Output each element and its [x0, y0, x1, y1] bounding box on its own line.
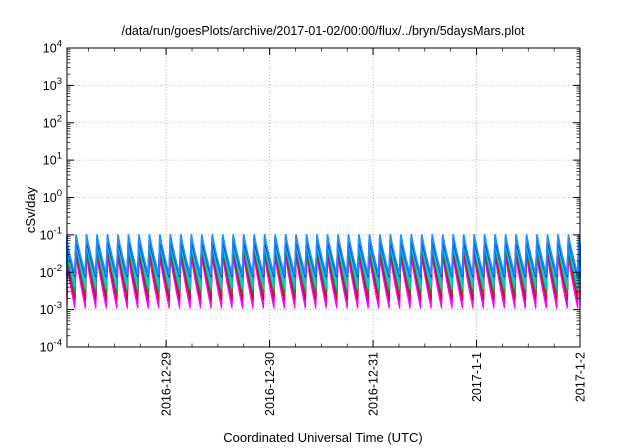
x-axis-label: Coordinated Universal Time (UTC) [223, 430, 422, 445]
x-tick-label: 2016-12-31 [367, 352, 381, 416]
x-tick-label: 2017-1-2 [574, 352, 588, 402]
series-line [66, 233, 581, 276]
x-tick-label: 2016-12-29 [160, 352, 174, 416]
y-tick-label: 100 [43, 188, 62, 205]
y-axis: 10-4 10-3 10-2 10-1 100 101 102 103 104 [40, 39, 580, 355]
grid [67, 48, 580, 347]
y-axis-label: cSv/day [23, 186, 38, 233]
y-tick-label: 10-1 [40, 225, 62, 242]
x-tick-label: 2017-1-1 [470, 352, 484, 402]
y-tick-label: 102 [43, 113, 62, 130]
series-line [66, 241, 581, 286]
x-tick-label: 2016-12-30 [263, 352, 277, 416]
x-axis: 2016-12-29 2016-12-30 2016-12-31 2017-1-1 20… [88, 48, 588, 416]
y-tick-label: 10-2 [40, 263, 62, 280]
y-tick-label: 10-4 [40, 338, 62, 355]
chart-title: /data/run/goesPlots/archive/2017-01-02/0… [121, 24, 525, 38]
series-group [66, 233, 581, 309]
y-tick-label: 10-3 [40, 300, 62, 317]
y-tick-label: 101 [43, 151, 62, 168]
series-line [66, 243, 581, 290]
y-tick-label: 103 [43, 76, 62, 93]
y-tick-label: 104 [43, 39, 62, 56]
series-line [66, 245, 581, 295]
